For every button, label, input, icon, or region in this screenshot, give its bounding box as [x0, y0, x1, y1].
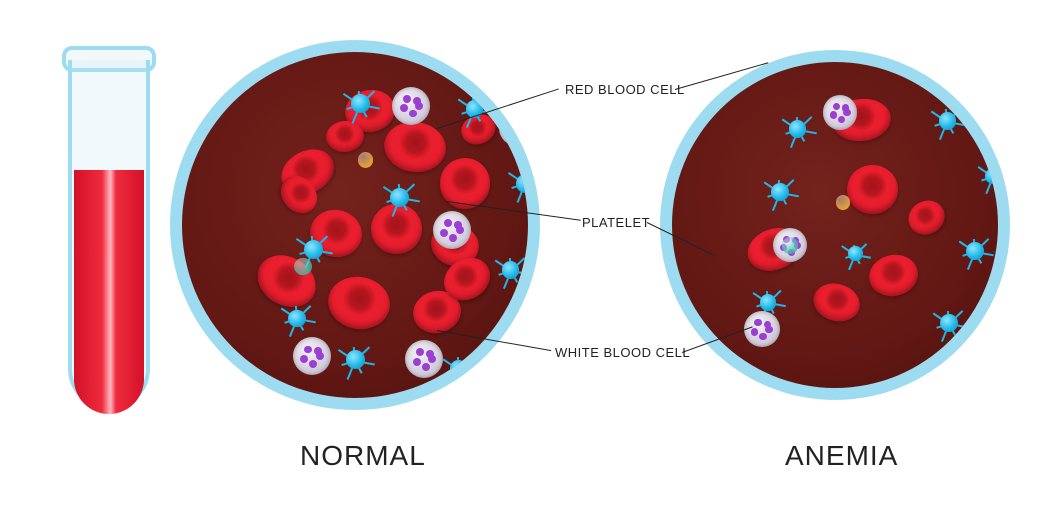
dish-anemia-interior: [672, 62, 998, 388]
nucleus-dot: [782, 237, 798, 253]
white-blood-cell: [433, 211, 471, 249]
nucleus-dot: [836, 195, 851, 210]
red-blood-cell: [902, 193, 951, 240]
caption-anemia: ANEMIA: [785, 440, 898, 472]
red-blood-cell: [371, 204, 421, 254]
white-blood-cell: [744, 311, 780, 347]
label-white-blood-cell: WHITE BLOOD CELL: [555, 345, 690, 360]
nucleus-dot: [294, 258, 311, 275]
nucleus-dot: [358, 152, 374, 168]
white-blood-cell: [293, 337, 331, 375]
test-tube: [68, 50, 150, 410]
red-blood-cell: [324, 119, 365, 154]
red-blood-cell: [847, 165, 898, 214]
white-blood-cell: [405, 340, 443, 378]
caption-normal: NORMAL: [300, 440, 426, 472]
red-blood-cell: [324, 272, 394, 334]
red-blood-cell: [866, 251, 922, 301]
test-tube-blood: [74, 170, 144, 414]
label-red-blood-cell: RED BLOOD CELL: [565, 82, 685, 97]
label-platelet: PLATELET: [582, 215, 650, 230]
infographic-canvas: NORMAL ANEMIA RED BLOOD CELL PLATELET WH…: [0, 0, 1060, 505]
red-blood-cell: [809, 278, 865, 327]
white-blood-cell: [499, 110, 528, 146]
white-blood-cell: [823, 95, 857, 129]
dish-normal-interior: [182, 52, 528, 398]
white-blood-cell: [392, 87, 430, 125]
